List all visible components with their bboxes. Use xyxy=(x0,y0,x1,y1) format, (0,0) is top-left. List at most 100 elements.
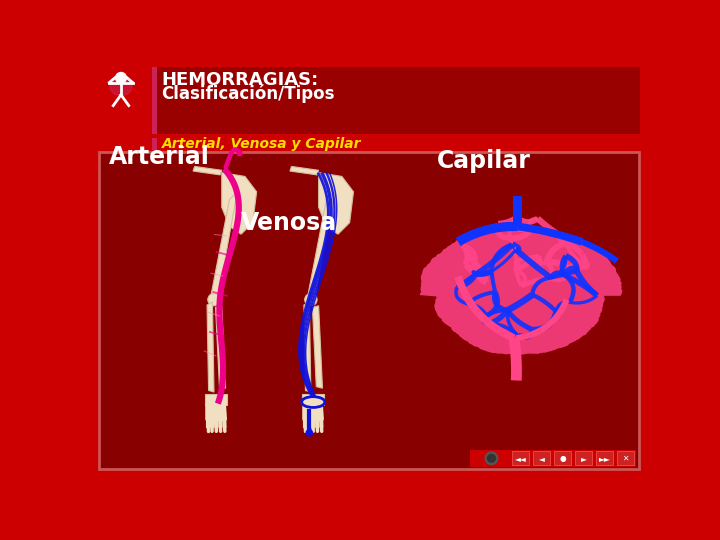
Polygon shape xyxy=(193,166,222,175)
Polygon shape xyxy=(510,228,534,241)
Polygon shape xyxy=(508,216,518,238)
Polygon shape xyxy=(456,273,478,290)
Polygon shape xyxy=(461,244,470,266)
Bar xyxy=(469,450,636,467)
Polygon shape xyxy=(473,261,489,282)
Polygon shape xyxy=(579,260,590,269)
Polygon shape xyxy=(554,300,570,312)
Polygon shape xyxy=(510,241,521,253)
Polygon shape xyxy=(545,261,554,280)
Polygon shape xyxy=(518,329,536,340)
Polygon shape xyxy=(508,338,522,381)
Bar xyxy=(90,138,648,150)
Polygon shape xyxy=(570,294,598,305)
FancyBboxPatch shape xyxy=(554,451,571,465)
Bar xyxy=(152,67,157,134)
Polygon shape xyxy=(530,228,557,235)
Polygon shape xyxy=(570,260,582,271)
Polygon shape xyxy=(497,221,531,232)
Polygon shape xyxy=(490,248,517,273)
Polygon shape xyxy=(478,274,487,285)
Circle shape xyxy=(236,150,243,157)
Polygon shape xyxy=(549,271,564,279)
Polygon shape xyxy=(464,262,477,270)
Polygon shape xyxy=(536,255,552,281)
Polygon shape xyxy=(514,247,552,280)
Polygon shape xyxy=(319,173,354,234)
Polygon shape xyxy=(472,262,483,278)
Text: HEMORRAGIAS:: HEMORRAGIAS: xyxy=(161,71,318,89)
Text: Capilar: Capilar xyxy=(436,149,531,173)
Polygon shape xyxy=(521,276,550,288)
Polygon shape xyxy=(495,223,510,241)
Polygon shape xyxy=(298,172,330,396)
FancyBboxPatch shape xyxy=(596,451,613,465)
Bar xyxy=(302,394,324,405)
Polygon shape xyxy=(505,309,534,332)
Polygon shape xyxy=(456,222,518,246)
Polygon shape xyxy=(546,259,574,273)
Polygon shape xyxy=(312,306,323,388)
Polygon shape xyxy=(505,310,519,338)
Polygon shape xyxy=(534,311,559,333)
Polygon shape xyxy=(223,147,242,171)
Polygon shape xyxy=(490,309,510,326)
Polygon shape xyxy=(207,302,214,392)
Text: ◄◄: ◄◄ xyxy=(515,454,527,463)
Polygon shape xyxy=(581,239,618,264)
Text: Venosa: Venosa xyxy=(241,211,337,235)
FancyBboxPatch shape xyxy=(575,451,593,465)
Polygon shape xyxy=(544,240,567,264)
Polygon shape xyxy=(515,215,539,225)
Polygon shape xyxy=(564,242,582,264)
Circle shape xyxy=(208,293,220,306)
Polygon shape xyxy=(222,173,256,234)
Polygon shape xyxy=(489,242,513,272)
Polygon shape xyxy=(482,314,491,325)
Polygon shape xyxy=(513,195,523,226)
Polygon shape xyxy=(514,261,523,287)
Polygon shape xyxy=(492,292,508,313)
Polygon shape xyxy=(537,255,548,265)
Polygon shape xyxy=(513,259,521,273)
Polygon shape xyxy=(303,172,336,396)
Text: ✕: ✕ xyxy=(622,454,629,463)
Polygon shape xyxy=(575,270,599,298)
Polygon shape xyxy=(464,263,487,284)
Polygon shape xyxy=(505,292,534,313)
Polygon shape xyxy=(490,271,498,293)
Polygon shape xyxy=(516,299,570,341)
Polygon shape xyxy=(474,269,492,277)
Polygon shape xyxy=(517,222,583,246)
Polygon shape xyxy=(531,293,558,313)
Polygon shape xyxy=(472,270,477,276)
Polygon shape xyxy=(464,263,483,278)
Polygon shape xyxy=(454,287,468,306)
Polygon shape xyxy=(549,270,573,282)
Polygon shape xyxy=(300,172,333,397)
FancyBboxPatch shape xyxy=(534,451,550,465)
Bar xyxy=(99,152,639,469)
Polygon shape xyxy=(456,272,477,289)
Polygon shape xyxy=(572,261,588,273)
Polygon shape xyxy=(530,276,551,295)
Polygon shape xyxy=(485,308,508,318)
Polygon shape xyxy=(476,269,492,276)
Text: ●: ● xyxy=(559,454,566,463)
Polygon shape xyxy=(516,269,527,287)
Polygon shape xyxy=(498,215,518,227)
Polygon shape xyxy=(215,167,242,404)
Text: ►: ► xyxy=(581,454,587,463)
Polygon shape xyxy=(491,321,520,338)
Polygon shape xyxy=(562,273,576,303)
Text: ►►: ►► xyxy=(599,454,611,463)
Polygon shape xyxy=(454,275,516,342)
Bar xyxy=(152,138,158,150)
Ellipse shape xyxy=(110,79,132,96)
Circle shape xyxy=(305,429,313,437)
Polygon shape xyxy=(559,254,567,275)
Polygon shape xyxy=(305,172,338,396)
Text: Arterial: Arterial xyxy=(109,145,210,169)
Polygon shape xyxy=(528,217,538,230)
Polygon shape xyxy=(550,269,577,280)
